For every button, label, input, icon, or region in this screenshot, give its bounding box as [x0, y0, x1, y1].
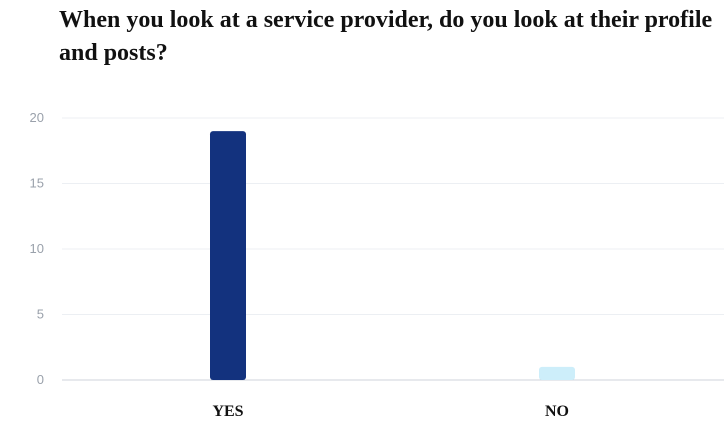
x-category-label: YES [212, 403, 243, 420]
gridlines [62, 117, 724, 381]
bar-no [539, 366, 575, 380]
chart-title: When you look at a service provider, do … [59, 7, 713, 66]
y-axis-ticks: 0 5 10 15 20 [30, 110, 44, 387]
y-tick-label: 10 [30, 241, 44, 256]
bars [210, 131, 575, 380]
y-tick-label: 15 [30, 176, 44, 191]
y-tick-label: 5 [37, 307, 44, 322]
y-tick-label: 20 [30, 110, 44, 125]
x-axis-labels: YES NO [212, 403, 569, 420]
bar-yes [210, 131, 246, 380]
y-tick-label: 0 [37, 372, 44, 387]
x-category-label: NO [545, 403, 569, 420]
